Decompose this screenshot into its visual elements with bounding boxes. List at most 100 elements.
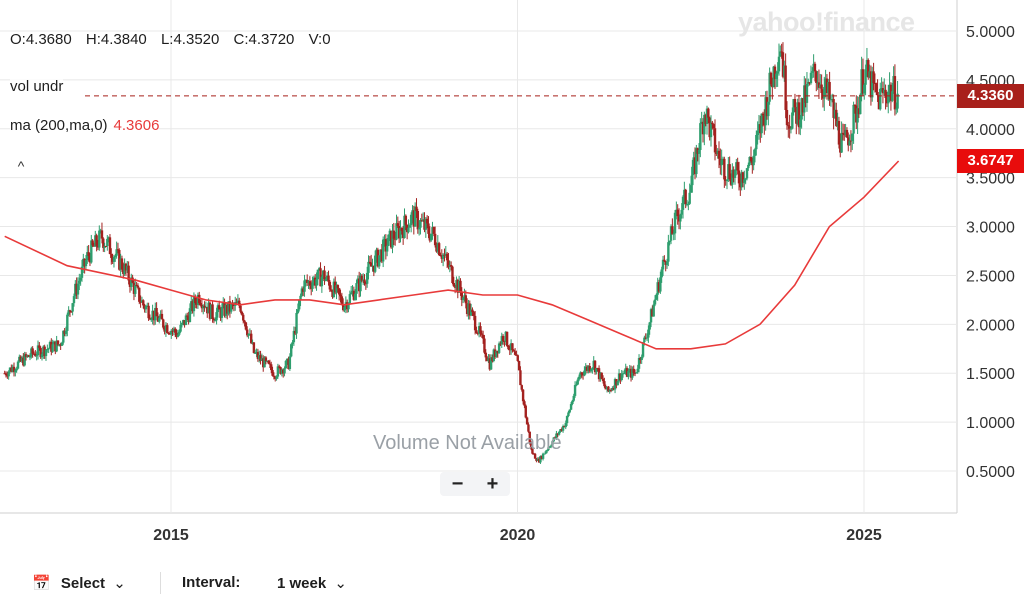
candle-body [116, 249, 120, 251]
candle-body [483, 338, 486, 353]
candle-body [247, 333, 250, 336]
candle-body [74, 283, 77, 297]
candle-body [303, 280, 306, 292]
candle-body [118, 249, 121, 270]
candle-body [723, 158, 726, 180]
candle-body [604, 386, 607, 390]
candle-body [164, 325, 168, 332]
y-tick-label: 3.0000 [966, 220, 1015, 237]
x-tick-label: 2015 [153, 527, 189, 544]
candle-body [156, 316, 160, 322]
candle-body [855, 105, 858, 123]
candle-body [102, 238, 105, 248]
candle-body [437, 243, 441, 256]
candle-body [668, 240, 671, 243]
candle-body [709, 122, 713, 138]
candle-body [867, 60, 870, 78]
candle-body [226, 304, 229, 314]
candle-body [823, 87, 826, 99]
y-tick-label: 2.0000 [966, 317, 1015, 334]
candle-body [283, 368, 286, 374]
candle-body [868, 71, 871, 78]
candle-body [684, 189, 687, 205]
interval-select[interactable]: 1 week ⌄ [277, 574, 347, 592]
candle-body [523, 401, 526, 406]
price-chart[interactable]: 5.00004.50004.00003.50003.00002.50002.00… [0, 0, 1024, 568]
candle-body [50, 341, 53, 352]
candle-body [745, 168, 749, 179]
candle-body [44, 349, 48, 357]
candle-body [475, 330, 478, 334]
candle-body [635, 372, 638, 374]
candle-body [736, 162, 739, 171]
candle-body [106, 238, 109, 247]
candle-body [888, 84, 891, 92]
calendar-icon: 📅 [32, 575, 51, 592]
candle-body [429, 233, 433, 241]
candle-body [313, 277, 317, 286]
candle-body [210, 304, 213, 319]
candle-body [348, 294, 352, 304]
candle-body [543, 453, 546, 455]
candle-body [708, 117, 711, 138]
candle-body [48, 341, 52, 349]
volume-indicator-label[interactable]: vol undr [10, 78, 64, 95]
candle-body [603, 381, 606, 387]
candle-body [304, 280, 308, 282]
candle-body [425, 218, 429, 224]
candle-body [152, 310, 156, 321]
candle-body [489, 357, 493, 370]
candle-body [797, 102, 801, 128]
candle-body [315, 279, 318, 286]
candle-body [643, 337, 646, 343]
select-menu[interactable]: 📅 Select ⌄ [32, 574, 126, 592]
candle-body [75, 283, 78, 295]
candle-body [20, 357, 24, 362]
candle-body [27, 355, 30, 357]
candle-body [461, 297, 465, 301]
candle-body [568, 409, 571, 413]
candle-body [869, 71, 873, 98]
candle-body [329, 289, 333, 291]
last-price-badge: 4.3360 [957, 83, 1024, 108]
candle-body [413, 206, 417, 227]
candle-body [665, 261, 669, 265]
no-volume-message: Volume Not Available [373, 432, 562, 454]
candle-body [652, 304, 655, 317]
candle-body [39, 347, 42, 358]
candle-body [491, 357, 494, 361]
candle-body [715, 152, 718, 154]
candle-body [396, 223, 400, 226]
candle-body [740, 172, 743, 188]
candle-body [343, 306, 346, 311]
candle-body [731, 169, 734, 185]
collapse-indicators-icon[interactable]: ^ [17, 158, 25, 174]
candle-body [12, 366, 16, 373]
candle-body [792, 99, 795, 113]
candle-body [839, 144, 842, 153]
zoom-in-button[interactable]: + [486, 473, 499, 495]
candle-body [460, 291, 463, 301]
zoom-out-button[interactable]: − [451, 473, 464, 495]
candle-body [376, 249, 380, 267]
candle-body [208, 302, 212, 319]
candle-body [66, 314, 69, 331]
candle-body [639, 357, 642, 360]
candle-body [220, 306, 224, 318]
candle-body [400, 227, 404, 231]
y-tick-label: 3.5000 [966, 171, 1015, 188]
candle-body [587, 365, 590, 371]
candle-body [472, 312, 475, 316]
candle-body [595, 368, 598, 373]
candle-body [601, 378, 605, 382]
candle-body [127, 265, 130, 281]
candle-body [701, 121, 705, 135]
candle-body [633, 372, 637, 374]
candle-body [473, 315, 477, 331]
candle-body [773, 66, 777, 80]
candle-body [96, 245, 100, 248]
ma-indicator-label[interactable]: ma (200,ma,0) 4.3606 [10, 117, 160, 134]
candle-body [660, 269, 663, 278]
candle-body [620, 373, 623, 381]
candle-body [291, 342, 294, 345]
